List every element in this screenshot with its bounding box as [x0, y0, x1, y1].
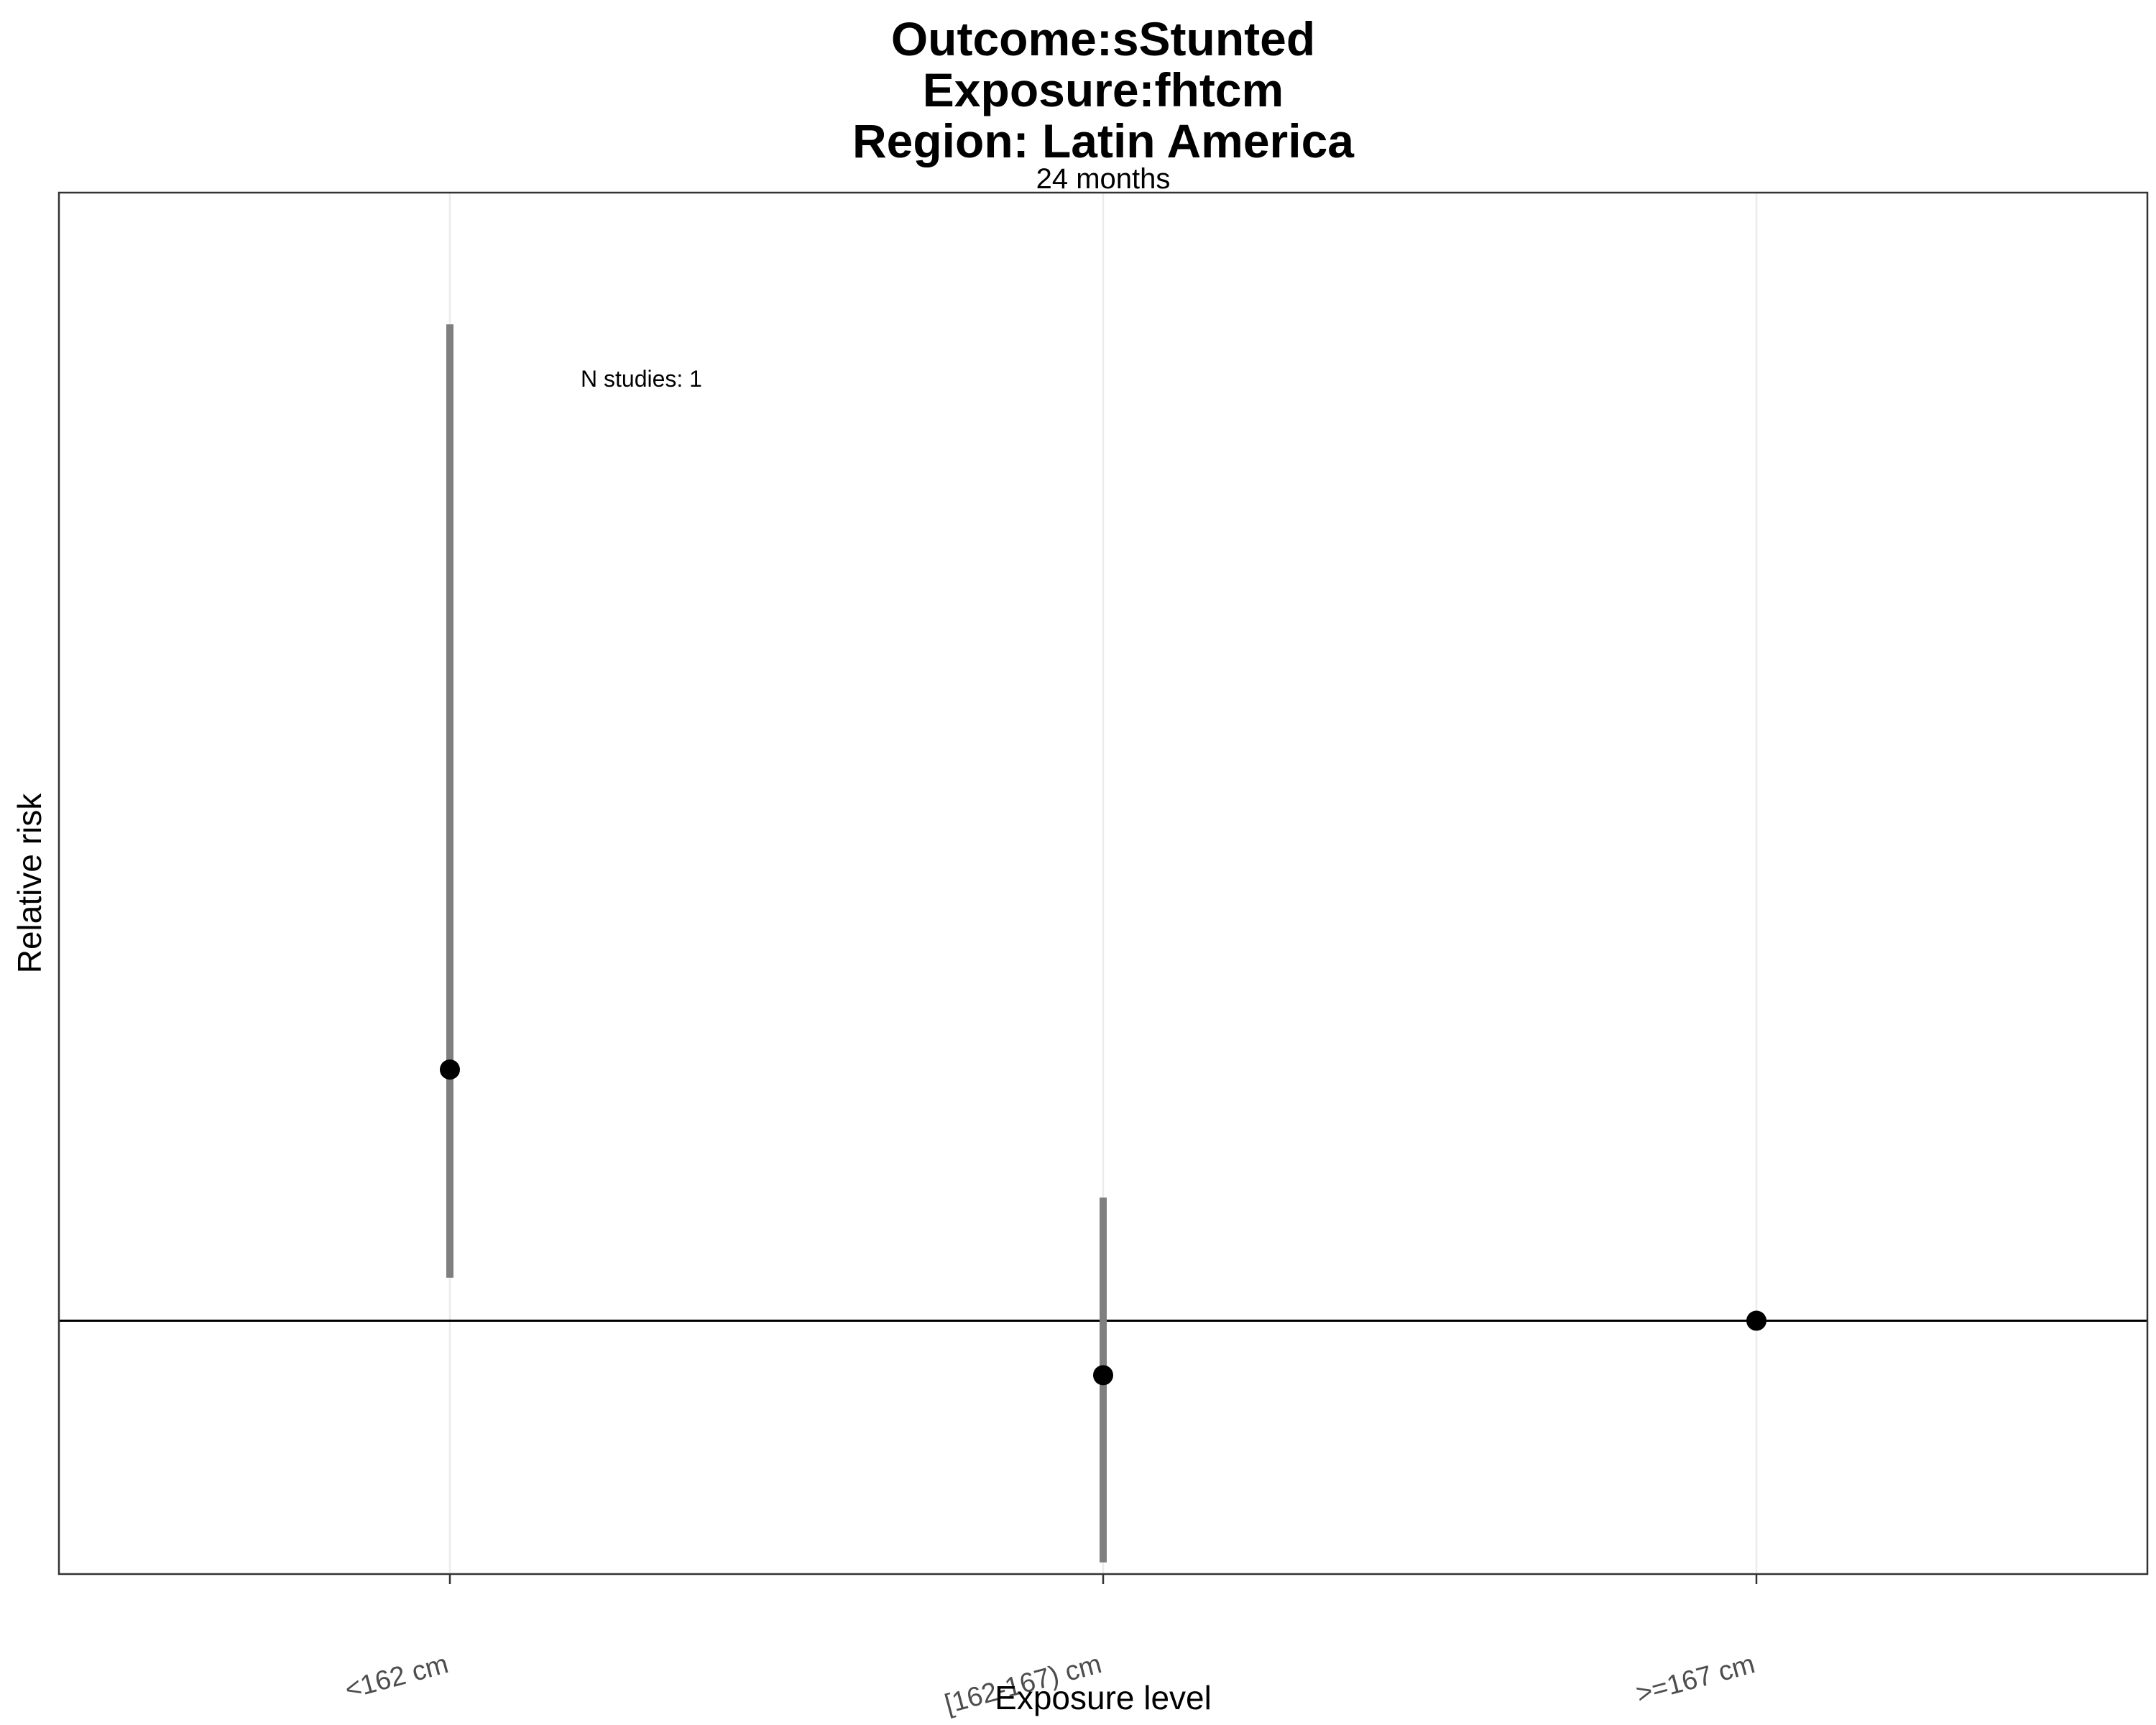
y-axis-label: Relative risk: [11, 793, 48, 974]
x-tick-label-162-cm: <162 cm: [342, 1649, 452, 1706]
n-studies-annotation: N studies: 1: [581, 366, 702, 392]
ci-layer: [446, 324, 1107, 1563]
x-tick-label-167-cm: >=167 cm: [1633, 1649, 1758, 1709]
chart-title-exposure: Exposure:fhtcm: [923, 63, 1284, 116]
point-162-cm: [440, 1059, 460, 1080]
x-axis-label: Exposure level: [995, 1679, 1212, 1716]
point-167-cm: [1746, 1310, 1766, 1331]
point-162-167-cm: [1093, 1365, 1113, 1386]
chart-subtitle: 24 months: [1036, 163, 1171, 195]
chart-title-outcome: Outcome:sStunted: [891, 12, 1315, 65]
point-layer: [440, 1059, 1766, 1386]
chart-title-region: Region: Latin America: [852, 114, 1355, 167]
